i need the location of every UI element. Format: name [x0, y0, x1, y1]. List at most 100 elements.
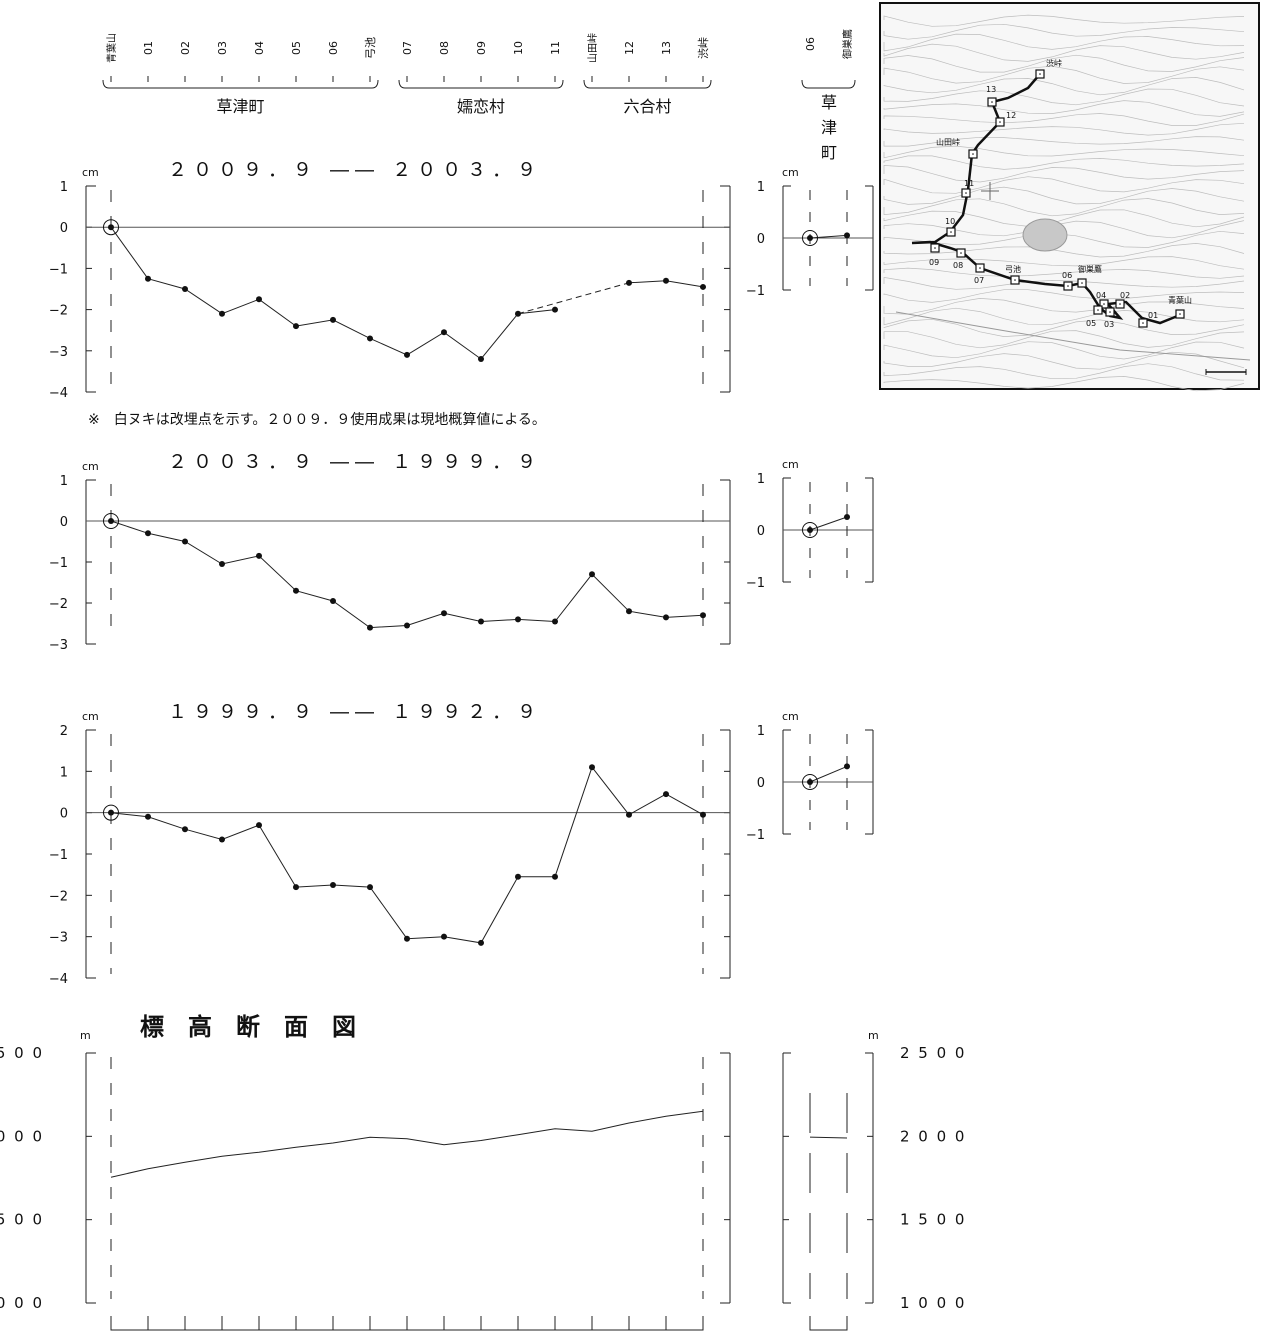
data-point: [293, 587, 299, 594]
benchmark-dot: [950, 231, 952, 233]
branch-y-unit: m: [868, 1029, 879, 1042]
station-label: 05: [290, 41, 303, 55]
panel-title: ２００３．９ ―― １９９９．９: [168, 451, 542, 473]
map-contour: [883, 14, 1245, 27]
station-label: 渋峠: [696, 37, 710, 59]
benchmark-dot: [972, 153, 974, 155]
branch-bracket: [801, 79, 856, 89]
series-dashed-segment: [517, 282, 630, 315]
branch-tick-label: 0: [757, 232, 765, 247]
data-point: [552, 306, 558, 313]
map-contour: [883, 136, 1245, 147]
group-bracket: [102, 79, 379, 89]
y-tick-label: −2: [49, 304, 68, 319]
map-contour: [883, 54, 1245, 73]
branch-tick-label: 1 0 0 0: [900, 1294, 966, 1312]
benchmark-dot: [1014, 279, 1016, 281]
data-point: [700, 283, 706, 290]
data-point: [108, 224, 114, 231]
map-label: 青葉山: [1168, 295, 1192, 305]
data-point: [626, 608, 632, 615]
map-label: 04: [1096, 291, 1106, 300]
data-point: [404, 351, 410, 358]
station-label: 13: [660, 41, 673, 55]
benchmark-dot: [979, 267, 981, 269]
data-point: [367, 884, 373, 891]
y-tick-label: 2 5 0 0: [0, 1044, 44, 1062]
station-label: 09: [475, 41, 488, 55]
y-tick-label: −3: [49, 345, 68, 360]
branch-tick-label: 2 5 0 0: [900, 1044, 966, 1062]
data-point: [441, 329, 447, 336]
y-tick-label: 2 0 0 0: [0, 1127, 44, 1145]
data-point: [293, 323, 299, 330]
y-tick-label: 0: [60, 515, 68, 530]
route-map: 渋峠 13 12 山田峠 11 10 09 08 07 弓池 06 御巣鷹 04 02 05 03 01 青葉山: [879, 2, 1260, 392]
y-unit: cm: [82, 460, 99, 473]
y-tick-label: −4: [49, 386, 68, 401]
map-label: 弓池: [1005, 264, 1021, 274]
benchmark-dot: [1081, 282, 1083, 284]
map-contour: [883, 33, 1245, 52]
data-point: [515, 873, 521, 880]
series-line: [110, 1110, 704, 1178]
data-point: [663, 791, 669, 798]
data-point: [330, 882, 336, 888]
data-point: [404, 622, 410, 629]
station-label: 02: [179, 41, 192, 55]
y-tick-label: 1: [60, 180, 68, 195]
y-tick-label: −3: [49, 931, 68, 946]
map-contour: [883, 341, 1245, 360]
panel-title: ２００９．９ ―― ２００３．９: [168, 159, 542, 181]
map-contour: [883, 43, 1245, 62]
data-point: [145, 530, 151, 537]
map-crater: [1022, 218, 1068, 252]
data-point: [663, 277, 669, 284]
group-bracket: [583, 79, 712, 89]
data-point: [367, 335, 373, 342]
reburied-point-marker: [802, 774, 818, 790]
station-label: 山田峠: [587, 33, 599, 63]
branch-line: [809, 765, 848, 783]
map-contour: [883, 363, 1245, 381]
branch-line: [809, 1136, 848, 1139]
branch-tick-label: 2 0 0 0: [900, 1127, 966, 1145]
data-point: [478, 939, 484, 946]
benchmark-dot: [965, 192, 967, 194]
y-tick-label: −1: [49, 556, 68, 571]
map-contour: [883, 186, 1245, 205]
y-tick-label: −2: [49, 597, 68, 612]
y-tick-label: 1 0 0 0: [0, 1294, 44, 1312]
station-label: 01: [142, 41, 155, 55]
map-contour: [883, 113, 1245, 126]
map-contour: [883, 351, 1245, 370]
data-point: [182, 826, 188, 833]
map-label: 12: [1006, 111, 1016, 120]
data-point: [515, 616, 521, 623]
branch-tick-label: 1: [757, 472, 765, 487]
data-point: [552, 618, 558, 625]
branch-line: [809, 234, 848, 239]
map-label: 02: [1120, 291, 1130, 300]
map-frame: [879, 2, 1260, 390]
data-point: [182, 538, 188, 545]
data-point: [330, 316, 336, 323]
reburied-point-marker: [103, 219, 119, 236]
y-tick-label: −1: [49, 848, 68, 863]
branch-y-unit: cm: [782, 710, 799, 723]
data-point: [589, 571, 595, 578]
map-label: 御巣鷹: [1078, 264, 1102, 274]
map-contour: [883, 318, 1245, 337]
footnote: ※ 白ヌキは改埋点を示す。２００９．９使用成果は現地概算値による。: [88, 411, 546, 428]
data-point: [219, 310, 225, 317]
benchmark-dot: [1142, 322, 1144, 324]
reburied-point-marker: [802, 230, 818, 246]
y-tick-label: −2: [49, 889, 68, 904]
branch-tick-label: 0: [757, 776, 765, 791]
station-label: 弓池: [364, 37, 377, 59]
data-point: [700, 612, 706, 619]
data-point: [219, 836, 225, 843]
group-bracket: [398, 79, 564, 89]
benchmark-dot: [1119, 303, 1121, 305]
branch-station-label: 06: [804, 37, 817, 51]
